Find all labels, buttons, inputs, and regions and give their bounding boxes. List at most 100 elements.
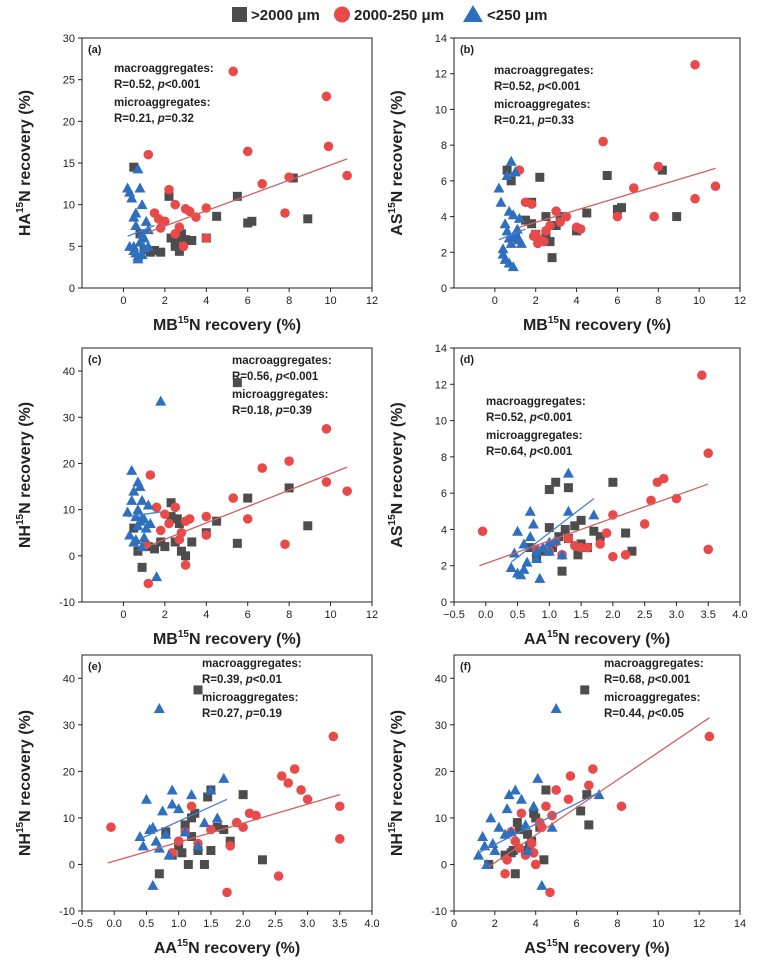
point-circle <box>639 519 650 529</box>
x-tick-label: 12 <box>693 918 705 930</box>
point-square <box>531 813 541 823</box>
point-square <box>284 483 294 493</box>
point-circle <box>164 184 174 195</box>
legend-item-large: >2000 μm <box>232 7 320 24</box>
point-square <box>176 546 186 556</box>
x-tick-label: 10 <box>693 295 705 307</box>
legend-circle-marker <box>334 6 350 23</box>
x-tick-label: 12 <box>366 295 378 307</box>
fit-line-micro <box>139 798 228 840</box>
point-circle <box>516 808 527 819</box>
point-square <box>219 825 229 835</box>
point-square <box>193 685 203 695</box>
y-tick-label: 25 <box>63 75 75 87</box>
y-tick-label: 14 <box>435 343 447 355</box>
point-circle <box>598 136 608 147</box>
point-triangle <box>218 772 230 783</box>
point-square <box>548 543 558 553</box>
y-tick-label: 30 <box>63 412 75 424</box>
stat-group-label: macroaggregates: <box>114 63 214 75</box>
stat-correlation: R=0.52, p<0.001 <box>486 412 573 424</box>
stat-group-label: macroaggregates: <box>486 396 586 408</box>
plot-frame <box>453 654 741 912</box>
point-square <box>576 806 586 816</box>
point-square <box>514 825 524 835</box>
point-circle <box>502 855 512 865</box>
point-triangle <box>166 784 178 795</box>
panel-label: (d) <box>460 354 474 366</box>
point-circle <box>703 448 714 459</box>
point-triangle <box>487 838 499 849</box>
fit-line-micro <box>510 498 595 563</box>
point-circle <box>646 495 656 506</box>
point-circle <box>697 370 707 381</box>
x-tick-label: 2.0 <box>235 918 250 930</box>
point-triangle <box>524 531 536 542</box>
x-tick-label: 2.5 <box>268 918 283 930</box>
point-square <box>177 848 187 858</box>
stat-group-label: microaggregates: <box>486 430 583 442</box>
x-tick-label: 3.5 <box>332 918 347 930</box>
y-tick-label: 10 <box>435 104 447 116</box>
point-circle <box>649 211 659 222</box>
stat-correlation: R=0.44, p<0.05 <box>604 708 685 720</box>
point-circle <box>582 542 593 553</box>
point-square <box>238 790 248 800</box>
point-triangle <box>132 253 144 264</box>
point-circle <box>273 871 284 881</box>
point-triangle <box>128 536 140 547</box>
panel-label: (c) <box>88 354 102 366</box>
point-circle <box>201 233 212 243</box>
point-triangle <box>151 571 163 582</box>
point-square <box>506 176 516 186</box>
y-tick-label: 15 <box>63 158 75 170</box>
x-tick-label: 4 <box>203 295 209 307</box>
point-square <box>232 191 242 201</box>
x-axis-label: MB15N recovery (%) <box>153 629 301 648</box>
x-tick-label: 0 <box>451 918 457 930</box>
y-axis-label: AS15N recovery (%) <box>387 90 406 235</box>
point-triangle <box>593 789 605 800</box>
legend-item-small: <250 μm <box>463 5 547 24</box>
point-square <box>510 869 520 879</box>
y-tick-label: 30 <box>435 720 447 732</box>
point-triangle <box>173 803 185 814</box>
y-tick-label: -10 <box>431 906 447 918</box>
legend-square-marker <box>232 7 247 22</box>
point-square <box>212 516 222 526</box>
point-circle <box>328 731 339 742</box>
x-tick-label: 8 <box>614 918 620 930</box>
x-tick-label: 6 <box>245 295 251 307</box>
x-tick-label: 1.0 <box>542 609 557 621</box>
point-triangle <box>515 569 527 580</box>
point-circle <box>321 477 332 487</box>
point-triangle <box>501 803 513 814</box>
point-square <box>544 485 554 495</box>
point-square <box>627 546 637 556</box>
x-tick-label: 2 <box>162 609 168 621</box>
point-square <box>521 215 530 225</box>
point-circle <box>257 179 268 189</box>
point-circle <box>616 801 627 812</box>
point-triangle <box>132 163 144 174</box>
y-tick-label: 4 <box>441 524 447 536</box>
point-circle <box>595 539 605 549</box>
point-circle <box>155 525 166 536</box>
point-triangle <box>556 549 568 560</box>
point-square <box>608 477 618 487</box>
point-circle <box>280 539 290 550</box>
point-square <box>232 538 242 548</box>
point-triangle <box>137 840 149 851</box>
point-triangle <box>509 228 521 239</box>
x-tick-label: 4 <box>574 295 580 307</box>
panel-a: 0 2 4 6 8 10 12 0 5 10 15 20 25 30 MB15N recovery (%) H… <box>15 33 378 334</box>
point-square <box>154 869 164 879</box>
point-square <box>551 221 561 230</box>
point-triangle <box>140 793 152 804</box>
point-square <box>560 524 570 534</box>
point-triangle <box>144 517 156 528</box>
point-circle <box>584 780 594 791</box>
point-triangle <box>518 538 530 549</box>
point-triangle <box>126 464 138 475</box>
point-triangle <box>485 812 497 823</box>
